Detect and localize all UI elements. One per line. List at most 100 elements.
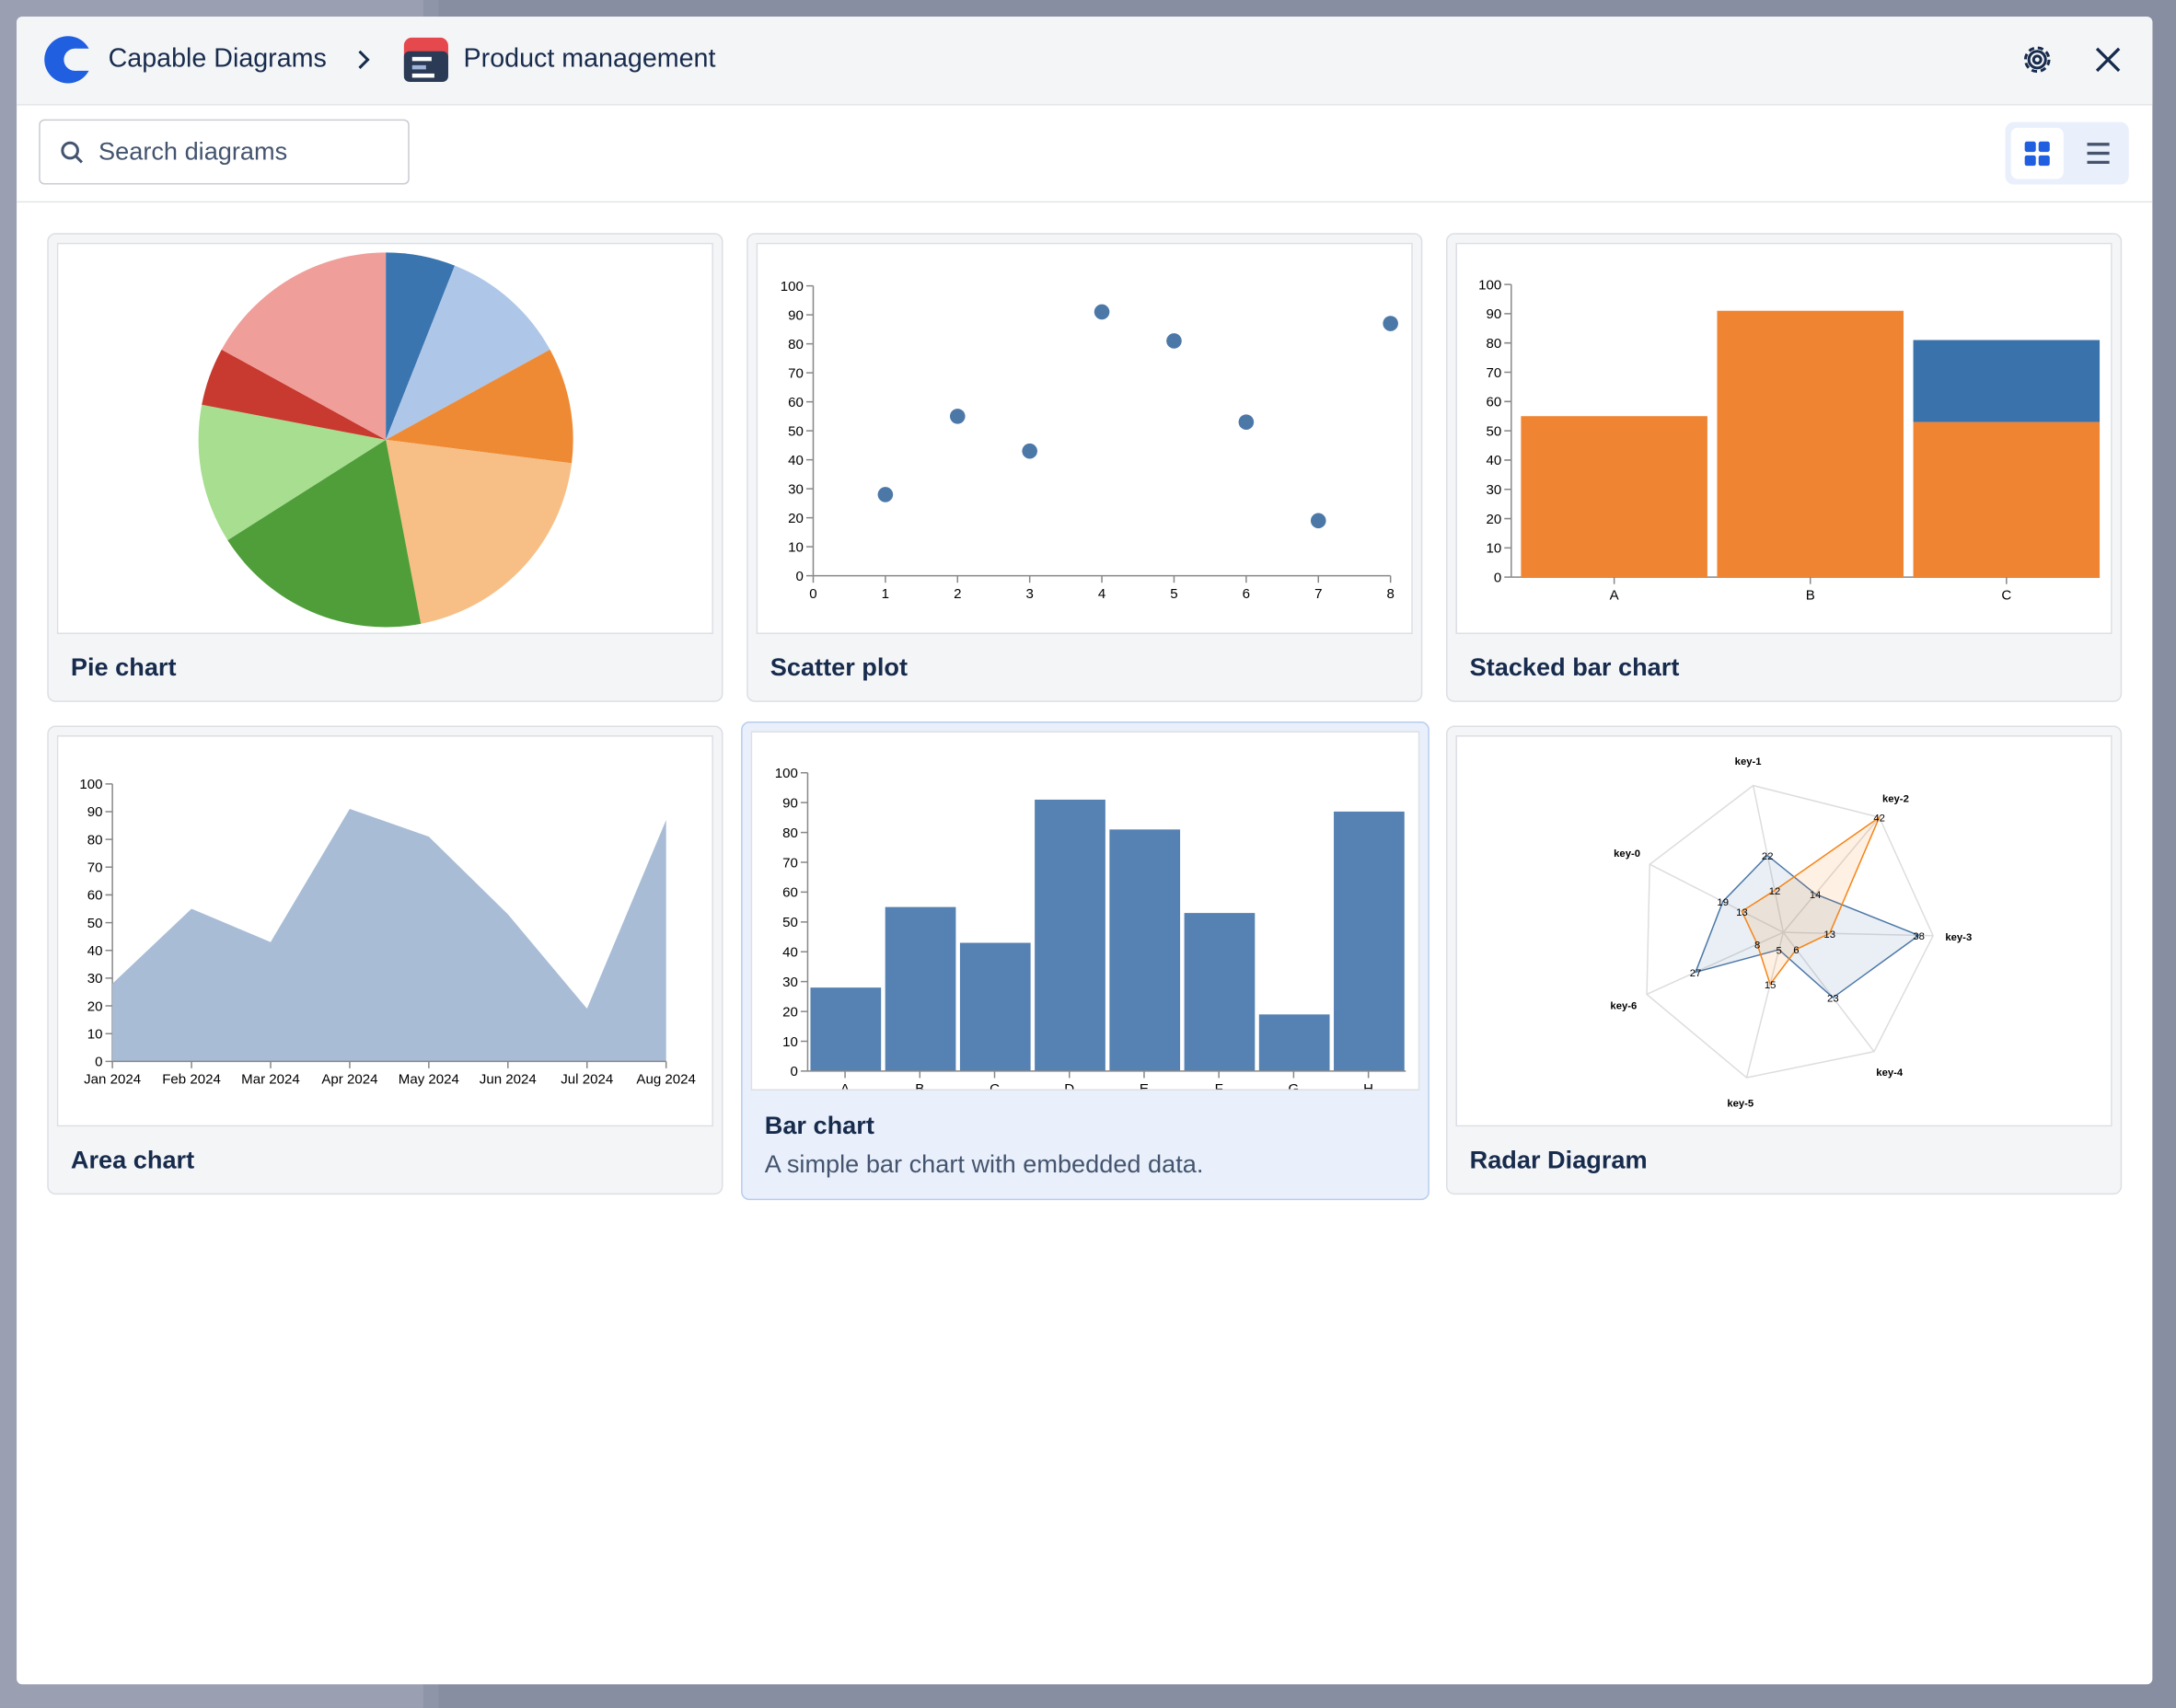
radar-key-label: key-4 bbox=[1876, 1068, 1904, 1079]
y-tick-label: 30 bbox=[87, 971, 103, 987]
y-tick-label: 90 bbox=[782, 795, 798, 811]
search-input[interactable]: Search diagrams bbox=[39, 119, 410, 185]
close-button[interactable] bbox=[2093, 44, 2124, 75]
y-tick-label: 40 bbox=[788, 453, 804, 468]
y-tick-label: 0 bbox=[791, 1064, 798, 1079]
radar-value-label: 14 bbox=[1810, 890, 1822, 901]
bar bbox=[1109, 829, 1181, 1071]
card-thumbnail bbox=[56, 242, 713, 634]
chart: key-0 key-1 key-2 key-3 key-4 key-5 key-6 19 22 1… bbox=[1610, 756, 1972, 1109]
radar-spoke bbox=[1745, 931, 1785, 1079]
y-tick-label: 100 bbox=[781, 279, 804, 294]
pie-slice bbox=[198, 404, 387, 540]
diagram-card[interactable]: 0 10 20 30 40 50 60 70 80 90 100 Jan 2024 Feb 2024 Ma… bbox=[47, 725, 723, 1195]
radar-spoke bbox=[1649, 863, 1784, 933]
x-tick-label: B bbox=[915, 1081, 924, 1089]
x-tick-label: F bbox=[1215, 1081, 1223, 1089]
y-tick-label: 20 bbox=[788, 511, 804, 526]
y-tick-label: 40 bbox=[782, 945, 798, 961]
x-tick-label: 0 bbox=[809, 586, 816, 602]
pie-slice bbox=[386, 252, 456, 440]
radar-key-label: key-2 bbox=[1882, 793, 1909, 804]
card-thumbnail: 0 10 20 30 40 50 60 70 80 90 100 A B C bbox=[1455, 242, 2112, 634]
x-tick-label: Jul 2024 bbox=[561, 1071, 613, 1087]
x-tick-label: E bbox=[1140, 1081, 1149, 1089]
bar-segment bbox=[1913, 340, 2101, 422]
card-title: Radar Diagram bbox=[1469, 1146, 1648, 1174]
x-tick-label: Mar 2024 bbox=[241, 1071, 300, 1087]
bar bbox=[1334, 811, 1405, 1071]
x-tick-label: C bbox=[990, 1081, 1000, 1089]
breadcrumb-page[interactable]: Product management bbox=[463, 44, 716, 74]
x-tick-label: B bbox=[1806, 587, 1815, 603]
chart: 0 10 20 30 40 50 60 70 80 90 100 Jan 2024 Feb 2024 Ma… bbox=[79, 777, 695, 1087]
x-tick-label: Jan 2024 bbox=[84, 1071, 141, 1087]
card-thumbnail: 0 10 20 30 40 50 60 70 80 90 100 0 1 2 3 4 5 6 7 8 bbox=[756, 242, 1413, 634]
pie-slice bbox=[386, 265, 550, 440]
radar-value-label: 23 bbox=[1827, 994, 1839, 1005]
bar bbox=[1035, 799, 1105, 1071]
card-title: Scatter plot bbox=[770, 653, 909, 682]
diagram-card[interactable]: 0 10 20 30 40 50 60 70 80 90 100 A B C Stacked bar cha… bbox=[1445, 233, 2123, 702]
y-tick-label: 50 bbox=[1487, 423, 1502, 439]
divider bbox=[17, 201, 2153, 203]
y-tick-label: 100 bbox=[1478, 277, 1501, 293]
y-tick-label: 20 bbox=[782, 1004, 798, 1020]
x-tick-label: 3 bbox=[1025, 586, 1033, 602]
x-tick-label: May 2024 bbox=[399, 1071, 459, 1087]
y-tick-label: 80 bbox=[782, 825, 798, 841]
area bbox=[112, 808, 666, 1062]
x-tick-label: 5 bbox=[1170, 586, 1177, 602]
card-thumbnail: key-0 key-1 key-2 key-3 key-4 key-5 key-6 19 22 1… bbox=[1455, 735, 2112, 1127]
y-tick-label: 40 bbox=[87, 943, 103, 959]
x-tick-label: 1 bbox=[882, 586, 889, 602]
y-tick-label: 30 bbox=[782, 975, 798, 990]
diagram-card[interactable]: key-0 key-1 key-2 key-3 key-4 key-5 key-6 19 22 1… bbox=[1445, 725, 2123, 1195]
scatter-point bbox=[1310, 513, 1326, 529]
bar bbox=[1258, 1014, 1330, 1071]
app-logo[interactable] bbox=[41, 33, 95, 86]
radar-spoke bbox=[1783, 931, 1934, 937]
y-tick-label: 30 bbox=[1487, 482, 1502, 498]
y-tick-label: 100 bbox=[775, 766, 798, 781]
radar-value-label: 13 bbox=[1736, 907, 1748, 918]
y-tick-label: 70 bbox=[782, 855, 798, 871]
y-tick-label: 10 bbox=[788, 539, 804, 555]
card-title: Pie chart bbox=[70, 653, 177, 682]
y-tick-label: 90 bbox=[87, 804, 103, 820]
radar-key-label: key-6 bbox=[1610, 1000, 1637, 1011]
diagram-card[interactable]: 0 10 20 30 40 50 60 70 80 90 100 A B C D E F G H Bar chart A… bbox=[741, 721, 1429, 1201]
x-tick-label: Jun 2024 bbox=[480, 1071, 537, 1087]
y-tick-label: 10 bbox=[1487, 541, 1502, 557]
bar bbox=[959, 942, 1031, 1071]
y-tick-label: 50 bbox=[788, 423, 804, 439]
x-tick-label: 6 bbox=[1243, 586, 1250, 602]
y-tick-label: 40 bbox=[1487, 453, 1502, 468]
settings-button[interactable] bbox=[2020, 43, 2054, 76]
chart: 0 10 20 30 40 50 60 70 80 90 100 A B C bbox=[1478, 277, 2101, 603]
list-view-button[interactable] bbox=[2072, 128, 2124, 179]
diagram-card[interactable]: Pie chart bbox=[47, 233, 723, 702]
breadcrumb-app[interactable]: Capable Diagrams bbox=[108, 44, 327, 74]
grid-view-button[interactable] bbox=[2010, 127, 2064, 179]
x-tick-label: 2 bbox=[954, 586, 961, 602]
y-tick-label: 0 bbox=[1494, 570, 1501, 585]
y-tick-label: 80 bbox=[1487, 336, 1502, 352]
y-tick-label: 0 bbox=[95, 1055, 102, 1070]
diagram-card[interactable]: 0 10 20 30 40 50 60 70 80 90 100 0 1 2 3 4 5 6 7 8 Scatter p… bbox=[747, 233, 1423, 702]
radar-value-label: 19 bbox=[1717, 897, 1729, 908]
card-thumbnail: 0 10 20 30 40 50 60 70 80 90 100 Jan 2024 Feb 2024 Ma… bbox=[56, 735, 713, 1127]
card-title: Area chart bbox=[70, 1146, 195, 1174]
bar-segment bbox=[1717, 310, 1904, 578]
radar-outline bbox=[1646, 784, 1934, 1079]
x-tick-label: Apr 2024 bbox=[321, 1071, 377, 1087]
radar-value-label: 6 bbox=[1793, 945, 1799, 956]
y-tick-label: 50 bbox=[87, 916, 103, 931]
chart: 0 10 20 30 40 50 60 70 80 90 100 A B C D E F G H bbox=[775, 766, 1406, 1090]
y-tick-label: 70 bbox=[1487, 365, 1502, 381]
x-tick-label: H bbox=[1363, 1081, 1373, 1089]
x-tick-label: 8 bbox=[1386, 586, 1394, 602]
bar-segment bbox=[1913, 421, 2101, 578]
